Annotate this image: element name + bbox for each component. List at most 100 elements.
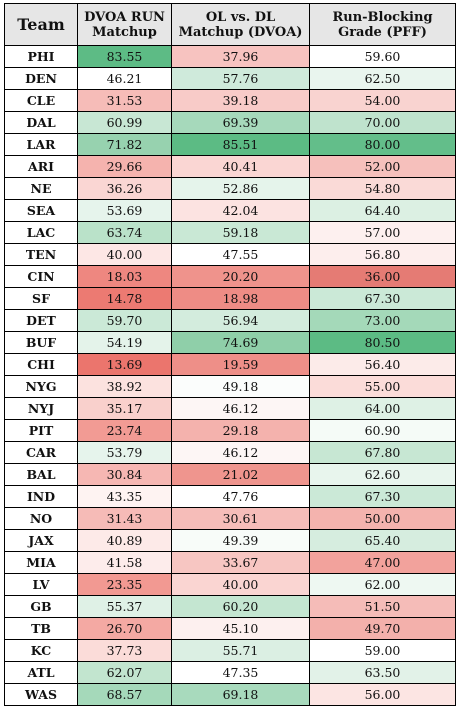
ol-vs-dl-matchup-cell: 47.35 [171,661,310,684]
ol-vs-dl-matchup-cell: 49.39 [171,529,310,552]
team-cell: CHI [4,353,78,376]
run-blocking-grade-cell: 51.50 [309,595,456,618]
run-blocking-grade-cell: 54.00 [309,89,456,112]
team-cell: CAR [4,441,78,464]
ol-vs-dl-matchup-cell: 47.76 [171,485,310,508]
run-blocking-grade-cell: 56.40 [309,353,456,376]
team-cell: GB [4,595,78,618]
run-blocking-grade-cell: 70.00 [309,111,456,134]
run-blocking-grade-cell: 62.60 [309,463,456,486]
header-run-blocking-grade: Run-Blocking Grade (PFF) [309,3,456,46]
table-row: LV 23.35 40.00 62.00 [4,573,456,596]
table-row: NE 36.26 52.86 54.80 [4,177,456,200]
table-row: NYJ 35.17 46.12 64.00 [4,397,456,420]
table-row: ARI 29.66 40.41 52.00 [4,155,456,178]
table-row: PHI 83.55 37.96 59.60 [4,45,456,68]
run-blocking-grade-cell: 63.50 [309,661,456,684]
ol-vs-dl-matchup-cell: 37.96 [171,45,310,68]
dvoa-run-matchup-cell: 35.17 [77,397,172,420]
run-blocking-grade-cell: 59.00 [309,639,456,662]
dvoa-run-matchup-cell: 23.74 [77,419,172,442]
dvoa-run-matchup-cell: 29.66 [77,155,172,178]
team-cell: ARI [4,155,78,178]
dvoa-run-matchup-cell: 31.43 [77,507,172,530]
team-cell: ATL [4,661,78,684]
run-blocking-grade-cell: 59.60 [309,45,456,68]
dvoa-run-matchup-cell: 60.99 [77,111,172,134]
team-cell: CLE [4,89,78,112]
table-row: CLE 31.53 39.18 54.00 [4,89,456,112]
team-cell: BUF [4,331,78,354]
run-matchup-table: Team DVOA RUN Matchup OL vs. DL Matchup … [4,3,456,706]
ol-vs-dl-matchup-cell: 42.04 [171,199,310,222]
run-blocking-grade-cell: 54.80 [309,177,456,200]
ol-vs-dl-matchup-cell: 69.18 [171,683,310,706]
dvoa-run-matchup-cell: 18.03 [77,265,172,288]
dvoa-run-matchup-cell: 37.73 [77,639,172,662]
run-blocking-grade-cell: 67.30 [309,287,456,310]
table-row: PIT 23.74 29.18 60.90 [4,419,456,442]
ol-vs-dl-matchup-cell: 52.86 [171,177,310,200]
run-blocking-grade-cell: 56.80 [309,243,456,266]
team-cell: DAL [4,111,78,134]
dvoa-run-matchup-cell: 41.58 [77,551,172,574]
ol-vs-dl-matchup-cell: 19.59 [171,353,310,376]
ol-vs-dl-matchup-cell: 69.39 [171,111,310,134]
dvoa-run-matchup-cell: 53.69 [77,199,172,222]
table-row: NYG 38.92 49.18 55.00 [4,375,456,398]
run-blocking-grade-cell: 55.00 [309,375,456,398]
dvoa-run-matchup-cell: 31.53 [77,89,172,112]
table-row: LAC 63.74 59.18 57.00 [4,221,456,244]
run-blocking-grade-cell: 36.00 [309,265,456,288]
table-row: NO 31.43 30.61 50.00 [4,507,456,530]
table-row: WAS 68.57 69.18 56.00 [4,683,456,706]
team-cell: WAS [4,683,78,706]
dvoa-run-matchup-cell: 40.00 [77,243,172,266]
dvoa-run-matchup-cell: 43.35 [77,485,172,508]
table-row: LAR 71.82 85.51 80.00 [4,133,456,156]
header-dvoa-run-matchup: DVOA RUN Matchup [77,3,172,46]
run-blocking-grade-cell: 64.40 [309,199,456,222]
dvoa-run-matchup-cell: 13.69 [77,353,172,376]
ol-vs-dl-matchup-cell: 45.10 [171,617,310,640]
table-row: ATL 62.07 47.35 63.50 [4,661,456,684]
dvoa-run-matchup-cell: 53.79 [77,441,172,464]
run-blocking-grade-cell: 52.00 [309,155,456,178]
team-cell: SF [4,287,78,310]
team-cell: TEN [4,243,78,266]
run-blocking-grade-cell: 60.90 [309,419,456,442]
ol-vs-dl-matchup-cell: 40.00 [171,573,310,596]
ol-vs-dl-matchup-cell: 46.12 [171,441,310,464]
dvoa-run-matchup-cell: 62.07 [77,661,172,684]
ol-vs-dl-matchup-cell: 60.20 [171,595,310,618]
dvoa-run-matchup-cell: 26.70 [77,617,172,640]
team-cell: SEA [4,199,78,222]
dvoa-run-matchup-cell: 36.26 [77,177,172,200]
ol-vs-dl-matchup-cell: 30.61 [171,507,310,530]
ol-vs-dl-matchup-cell: 74.69 [171,331,310,354]
team-cell: NYG [4,375,78,398]
table-row: TEN 40.00 47.55 56.80 [4,243,456,266]
team-cell: JAX [4,529,78,552]
ol-vs-dl-matchup-cell: 59.18 [171,221,310,244]
header-row: Team DVOA RUN Matchup OL vs. DL Matchup … [4,3,456,46]
dvoa-run-matchup-cell: 23.35 [77,573,172,596]
ol-vs-dl-matchup-cell: 33.67 [171,551,310,574]
dvoa-run-matchup-cell: 46.21 [77,67,172,90]
table-header: Team DVOA RUN Matchup OL vs. DL Matchup … [4,3,456,46]
team-cell: TB [4,617,78,640]
ol-vs-dl-matchup-cell: 21.02 [171,463,310,486]
dvoa-run-matchup-cell: 71.82 [77,133,172,156]
ol-vs-dl-matchup-cell: 29.18 [171,419,310,442]
team-cell: LAC [4,221,78,244]
table-row: DET 59.70 56.94 73.00 [4,309,456,332]
ol-vs-dl-matchup-cell: 46.12 [171,397,310,420]
ol-vs-dl-matchup-cell: 47.55 [171,243,310,266]
run-blocking-grade-cell: 56.00 [309,683,456,706]
team-cell: PHI [4,45,78,68]
table-row: TB 26.70 45.10 49.70 [4,617,456,640]
table-row: SEA 53.69 42.04 64.40 [4,199,456,222]
run-blocking-grade-cell: 65.40 [309,529,456,552]
run-blocking-grade-cell: 47.00 [309,551,456,574]
table-row: DAL 60.99 69.39 70.00 [4,111,456,134]
